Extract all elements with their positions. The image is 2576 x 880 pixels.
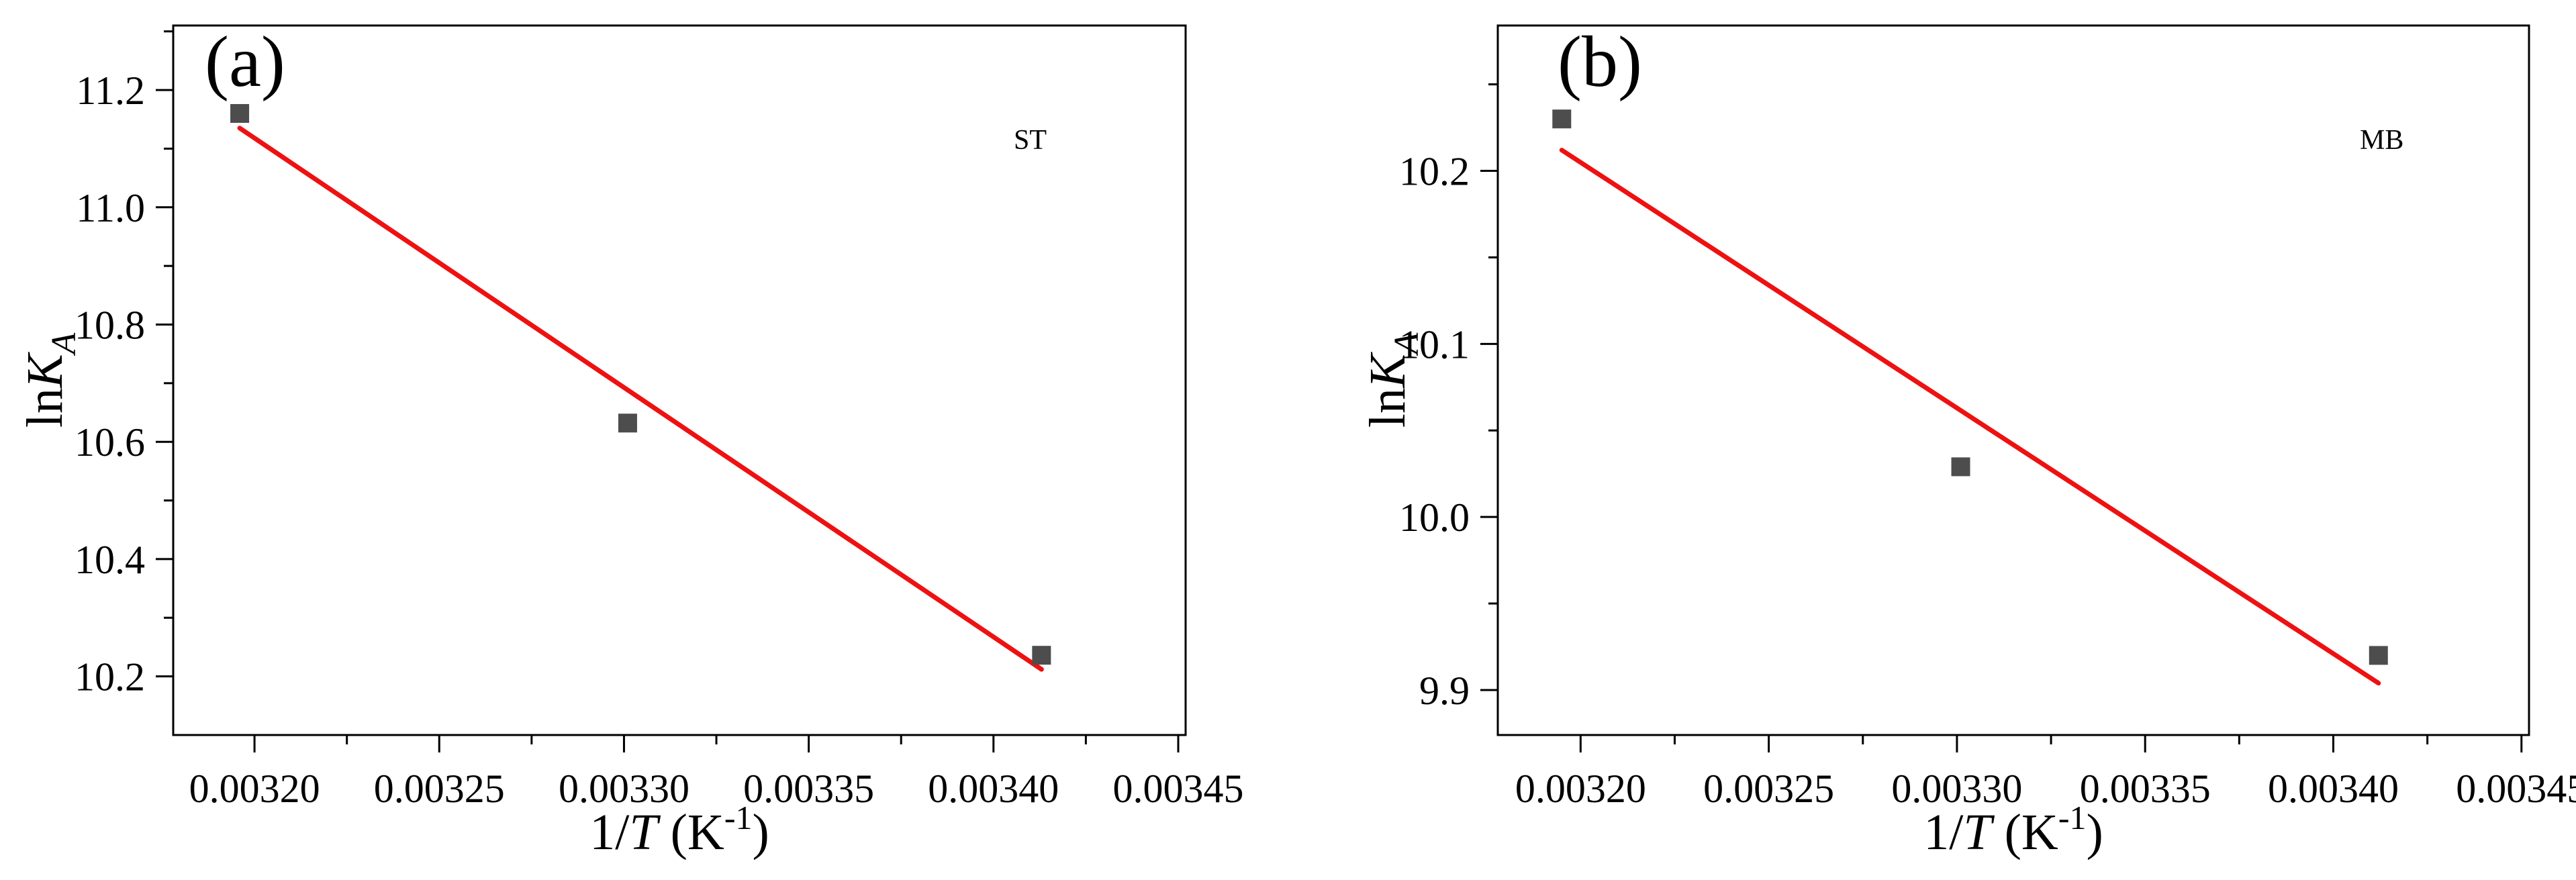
chart1-y-tick-label: 10.0 (1399, 495, 1470, 540)
chart1-panel: 0.00320 0.00325 0.00330 0.00335 0.00340 0.003… (1359, 22, 2576, 861)
chart0-legend-label: ST (1014, 125, 1047, 156)
chart1-data-point (2369, 646, 2388, 665)
chart1-y-tick-label: 10.1 (1399, 322, 1470, 366)
chart1-y-tick-label: 10.2 (1399, 150, 1470, 194)
chart0-data-point (230, 104, 250, 124)
chart0-fit-line (237, 126, 1044, 672)
chart0-x-axis-title: 1/T (K-1) (589, 799, 769, 861)
chart1-x-axis-title: 1/T (K-1) (1923, 799, 2103, 861)
chart1-x-tick-label: 0.00320 (1515, 767, 1646, 811)
chart0-x-tick-label: 0.00320 (189, 767, 320, 811)
chart0-panel-label: (a) (205, 22, 285, 102)
chart1-y-tick-label: 9.9 (1419, 669, 1470, 713)
chart0-data-point (618, 413, 637, 433)
chart1-legend-label: MB (2360, 125, 2403, 156)
chart0-data-point (1032, 646, 1051, 665)
chart1-x-tick-label: 0.00330 (1891, 767, 2022, 811)
chart0-x-tick-label: 0.00325 (374, 767, 505, 811)
chart1-fit-line (1559, 148, 2381, 686)
chart1-x-tick-label: 0.00340 (2268, 767, 2399, 811)
chart1-data-point (1951, 457, 1970, 477)
chart0-y-axis-title: lnKA (17, 332, 83, 428)
chart1-y-axis-title: lnKA (1359, 332, 1426, 428)
chart0-y-tick-label: 10.6 (75, 420, 145, 465)
chart0-x-tick-label: 0.00330 (559, 767, 689, 811)
chart0-y-tick-label: 10.4 (75, 538, 145, 582)
chart0-x-tick-label: 0.00340 (928, 767, 1059, 811)
chart0-y-tick-label: 10.2 (75, 655, 145, 699)
chart0-y-tick-label: 10.8 (75, 303, 145, 348)
chart0-y-tick-label: 11.0 (76, 186, 145, 230)
chart1-data-point (1552, 109, 1572, 129)
chart1-panel-label: (b) (1558, 22, 1642, 102)
chart1-x-tick-label: 0.00325 (1703, 767, 1834, 811)
chart1-plot-frame (1496, 24, 2530, 736)
chart1-x-tick-label: 0.00335 (2080, 767, 2211, 811)
chart0-x-tick-label: 0.00345 (1112, 767, 1243, 811)
chart0-panel: 0.00320 0.00325 0.00330 0.00335 0.00340 0.003… (17, 22, 1243, 861)
chart0-y-tick-label: 11.2 (76, 68, 145, 113)
chart0-plot-frame (172, 24, 1187, 736)
chart0-x-tick-label: 0.00335 (743, 767, 874, 811)
chart1-x-tick-label: 0.00345 (2456, 767, 2576, 811)
